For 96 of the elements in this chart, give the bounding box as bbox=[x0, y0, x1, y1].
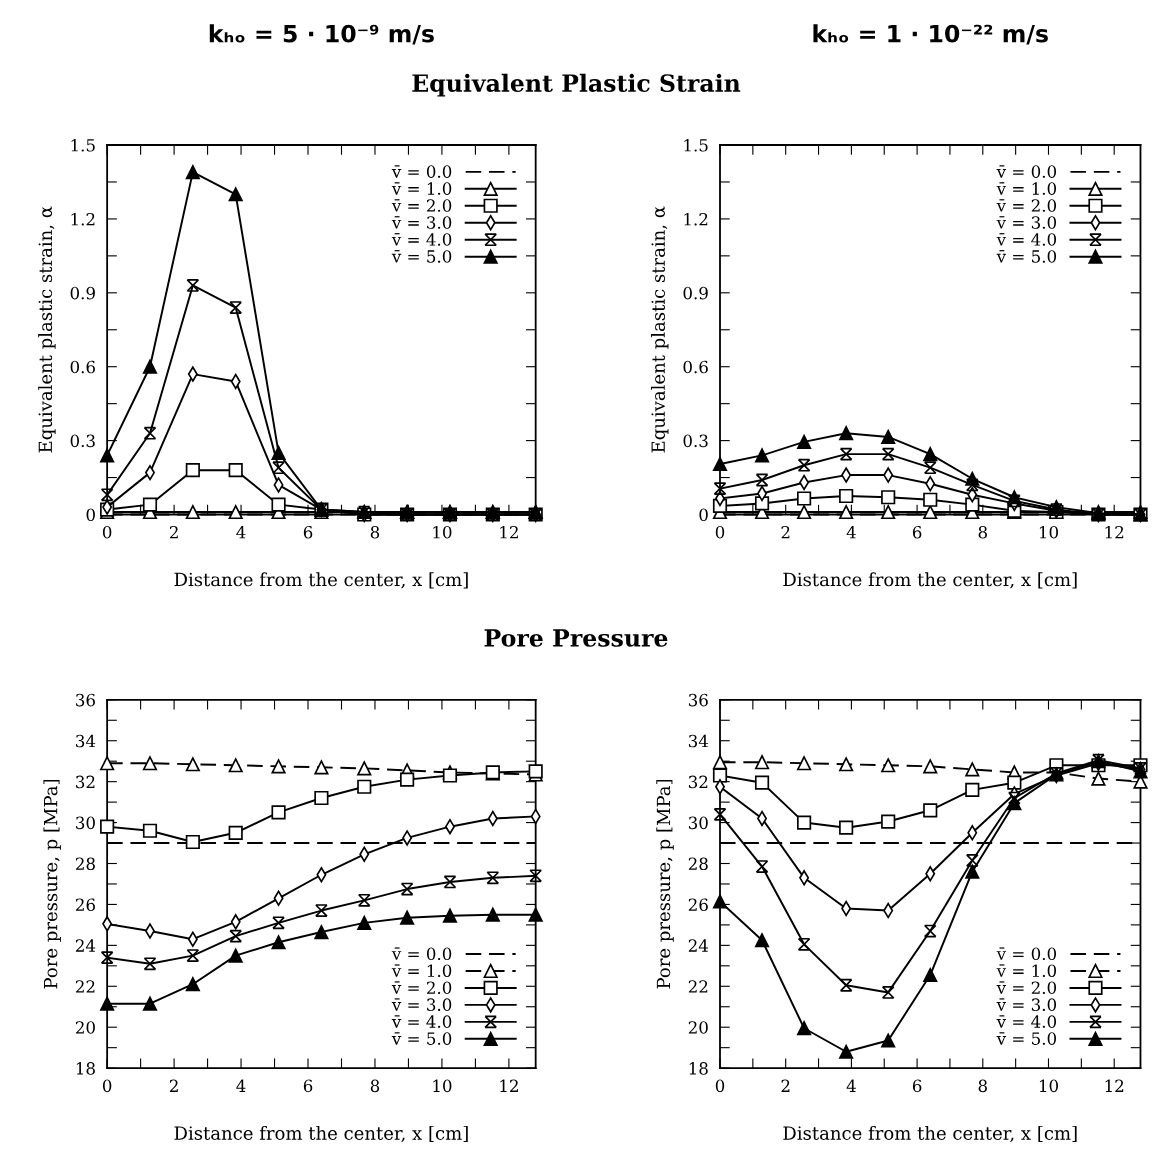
y-tick-label: 1.5 bbox=[684, 138, 708, 152]
x-tick-label: 12 bbox=[500, 525, 518, 539]
chart-subtitle: Pore Pressure bbox=[484, 629, 668, 647]
y-tick-label: 0.3 bbox=[683, 434, 708, 448]
x-tick-label: 0 bbox=[715, 1079, 725, 1093]
x-tick-label: 6 bbox=[912, 525, 922, 539]
y-tick-label: 18 bbox=[689, 1062, 708, 1075]
y-tick-label: 30 bbox=[76, 816, 95, 830]
legend-label: v̄ = 2.0 bbox=[391, 199, 452, 212]
legend-label: v̄ = 2.0 bbox=[996, 981, 1057, 995]
x-tick-label: 6 bbox=[303, 525, 313, 539]
y-tick-label: 0 bbox=[86, 508, 95, 522]
y-tick-label: 24 bbox=[688, 939, 709, 952]
x-tick-label: 8 bbox=[370, 1079, 380, 1093]
y-tick-label: 30 bbox=[688, 816, 708, 830]
x-tick-label: 12 bbox=[500, 1079, 518, 1092]
x-tick-label: 0 bbox=[715, 525, 725, 539]
y-tick-label: 26 bbox=[688, 898, 708, 911]
y-tick-label: 20 bbox=[75, 1021, 95, 1034]
x-tick-label: 6 bbox=[912, 1079, 922, 1093]
x-tick-label: 2 bbox=[169, 1079, 178, 1092]
y-tick-label: 26 bbox=[75, 898, 95, 911]
x-axis-title: Distance from the center, x [cm] bbox=[783, 572, 1077, 589]
y-axis-title: Pore pressure, p [MPa] bbox=[43, 779, 61, 989]
y-tick-label: 36 bbox=[76, 693, 95, 707]
y-tick-label: 0.6 bbox=[683, 360, 708, 374]
y-tick-label: 1.2 bbox=[684, 212, 708, 226]
x-tick-label: 4 bbox=[236, 525, 246, 539]
legend-label: v̄ = 2.0 bbox=[996, 199, 1057, 212]
x-tick-label: 2 bbox=[169, 525, 178, 539]
legend-label: v̄ = 1.0 bbox=[391, 182, 452, 195]
x-tick-label: 10 bbox=[433, 1079, 452, 1093]
chart-title: kₕₒ = 1 · 10⁻²² m/s bbox=[813, 24, 1048, 45]
x-tick-label: 10 bbox=[1039, 1079, 1058, 1093]
legend-label: v̄ = 5.0 bbox=[996, 250, 1057, 263]
y-axis-title: Equivalent plastic strain, α bbox=[651, 206, 669, 453]
y-tick-label: 28 bbox=[75, 857, 95, 871]
y-tick-label: 32 bbox=[688, 775, 708, 789]
y-tick-label: 1.5 bbox=[71, 138, 95, 152]
x-tick-label: 8 bbox=[978, 525, 987, 539]
legend-label: v̄ = 1.0 bbox=[996, 964, 1057, 978]
y-tick-label: 32 bbox=[76, 775, 95, 789]
x-tick-label: 4 bbox=[236, 1079, 246, 1092]
y-tick-label: 1.2 bbox=[71, 212, 95, 226]
x-axis-title: Distance from the center, x [cm] bbox=[783, 1125, 1077, 1143]
y-tick-label: 0.3 bbox=[70, 434, 95, 448]
x-tick-label: 12 bbox=[1105, 1079, 1124, 1092]
legend-label: v̄ = 4.0 bbox=[391, 1015, 452, 1028]
chart-subtitle: Equivalent Plastic Strain bbox=[412, 73, 741, 97]
legend-label: v̄ = 4.0 bbox=[391, 233, 452, 246]
chart-title: kₕₒ = 5 · 10⁻⁹ m/s bbox=[209, 24, 434, 45]
y-axis-title: Pore pressure, p [MPa] bbox=[656, 779, 674, 989]
legend-label: v̄ = 3.0 bbox=[996, 998, 1057, 1011]
legend-label: v̄ = 3.0 bbox=[996, 216, 1057, 229]
x-tick-label: 2 bbox=[781, 525, 790, 539]
y-tick-label: 0 bbox=[699, 508, 708, 522]
legend-label: v̄ = 0.0 bbox=[391, 947, 452, 961]
legend-label: v̄ = 1.0 bbox=[996, 182, 1057, 195]
legend-label: v̄ = 3.0 bbox=[391, 216, 452, 229]
y-tick-label: 22 bbox=[75, 980, 95, 993]
legend-label: v̄ = 0.0 bbox=[996, 947, 1057, 961]
y-tick-label: 28 bbox=[688, 857, 708, 871]
y-tick-label: 34 bbox=[688, 734, 709, 748]
y-axis-title: Equivalent plastic strain, α bbox=[38, 206, 56, 453]
x-tick-label: 8 bbox=[978, 1079, 987, 1093]
x-tick-label: 2 bbox=[781, 1079, 790, 1092]
x-tick-label: 10 bbox=[433, 525, 452, 539]
legend-label: v̄ = 4.0 bbox=[996, 1015, 1057, 1028]
legend-label: v̄ = 1.0 bbox=[391, 964, 452, 978]
legend-label: v̄ = 0.0 bbox=[391, 165, 452, 178]
x-tick-label: 12 bbox=[1105, 525, 1124, 539]
x-tick-label: 0 bbox=[102, 525, 112, 539]
x-axis-title: Distance from the center, x [cm] bbox=[174, 1125, 468, 1143]
y-tick-label: 0.9 bbox=[70, 286, 95, 300]
y-tick-label: 34 bbox=[76, 734, 96, 748]
legend-label: v̄ = 5.0 bbox=[391, 1032, 452, 1045]
y-tick-label: 22 bbox=[688, 980, 708, 993]
legend-label: v̄ = 2.0 bbox=[391, 981, 452, 995]
x-tick-label: 10 bbox=[1039, 525, 1058, 539]
y-tick-label: 36 bbox=[688, 693, 708, 707]
x-tick-label: 4 bbox=[846, 525, 856, 539]
x-tick-label: 6 bbox=[303, 1079, 313, 1093]
y-tick-label: 20 bbox=[688, 1021, 708, 1034]
y-tick-label: 0.6 bbox=[70, 360, 95, 374]
y-tick-label: 18 bbox=[76, 1062, 95, 1075]
legend-label: v̄ = 0.0 bbox=[996, 165, 1057, 178]
x-tick-label: 8 bbox=[370, 525, 380, 539]
x-axis-title: Distance from the center, x [cm] bbox=[174, 572, 468, 589]
legend-label: v̄ = 5.0 bbox=[391, 250, 452, 263]
legend-label: v̄ = 3.0 bbox=[391, 998, 452, 1011]
y-tick-label: 0.9 bbox=[683, 286, 708, 300]
x-tick-label: 0 bbox=[102, 1079, 112, 1093]
legend-label: v̄ = 5.0 bbox=[996, 1032, 1057, 1045]
legend-label: v̄ = 4.0 bbox=[996, 233, 1057, 246]
x-tick-label: 4 bbox=[846, 1079, 856, 1092]
y-tick-label: 24 bbox=[75, 939, 96, 952]
